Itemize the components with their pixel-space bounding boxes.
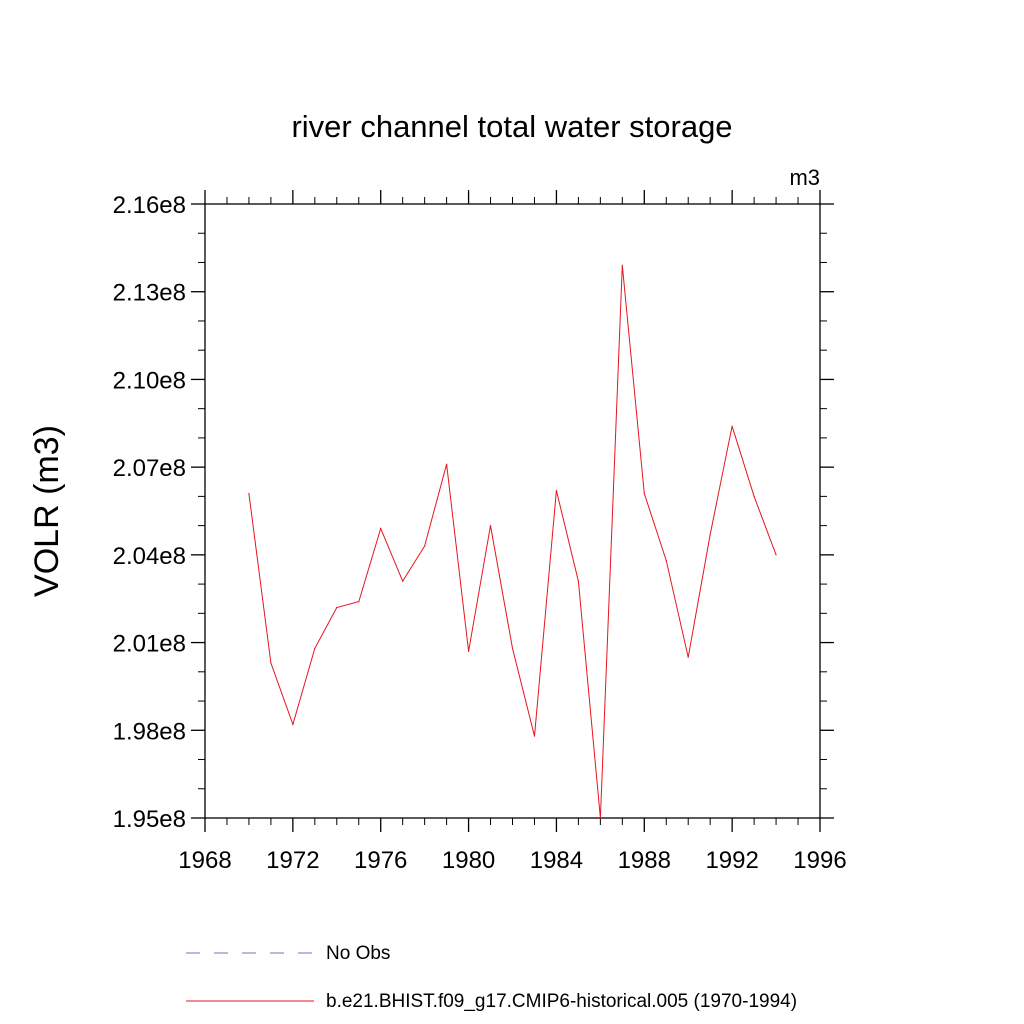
y-tick-label: 1.95e8 <box>113 806 186 833</box>
data-point <box>599 817 601 819</box>
data-point <box>511 647 514 650</box>
x-tick-label: 1976 <box>354 847 407 874</box>
data-point <box>533 735 536 737</box>
x-tick-label: 1988 <box>618 847 671 874</box>
y-tick-label: 2.13e8 <box>113 280 186 307</box>
data-point <box>731 425 733 427</box>
plot-frame <box>204 203 821 819</box>
data-point <box>292 723 294 726</box>
data-point <box>577 580 579 582</box>
legend-no-obs-label: No Obs <box>326 943 390 964</box>
data-point <box>489 525 492 527</box>
data-point <box>402 580 404 582</box>
x-tick-label: 1980 <box>442 847 495 874</box>
data-point <box>270 662 272 664</box>
data-point <box>424 545 426 547</box>
data-point <box>314 647 316 650</box>
y-tick-label: 2.04e8 <box>113 543 186 570</box>
series-lines <box>248 264 777 819</box>
data-point <box>643 492 645 495</box>
legend: No Obs b.e21.BHIST.f09_g17.CMIP6-histori… <box>186 943 797 1012</box>
y-axis-label: VOLR (m3) <box>28 425 66 597</box>
data-point <box>753 495 755 497</box>
data-point <box>687 656 689 658</box>
x-tick-label: 1968 <box>178 847 231 874</box>
y-tick-labels: 1.95e8 1.98e8 2.01e8 2.04e8 2.07e8 2.10e8 2.13… <box>113 192 186 833</box>
y-tick-label: 2.01e8 <box>113 631 186 658</box>
units-label: m3 <box>789 165 820 190</box>
x-tick-label: 1996 <box>793 847 846 874</box>
data-point <box>555 489 558 492</box>
data-point <box>336 606 338 609</box>
data-point <box>446 463 448 465</box>
x-tick-label: 1972 <box>266 847 319 874</box>
y-tick-label: 2.16e8 <box>113 192 186 219</box>
x-tick-label: 1984 <box>530 847 583 874</box>
legend-model-label: b.e21.BHIST.f09_g17.CMIP6-historical.005… <box>326 991 797 1012</box>
y-tick-label: 2.07e8 <box>113 455 186 482</box>
y-tick-label: 2.10e8 <box>113 367 186 394</box>
chart-title: river channel total water storage <box>291 109 732 144</box>
series-line <box>248 265 777 819</box>
y-tick-label: 1.98e8 <box>113 718 186 745</box>
data-point <box>248 492 250 495</box>
data-point <box>775 554 777 556</box>
data-point <box>358 601 360 603</box>
data-point <box>380 527 382 530</box>
data-point <box>621 264 623 266</box>
data-point <box>665 560 667 562</box>
data-point <box>709 533 711 535</box>
axis-ticks <box>191 190 834 832</box>
x-tick-label: 1992 <box>705 847 758 874</box>
x-tick-labels: 1968 1972 1976 1980 1984 1988 1992 1996 <box>178 847 846 874</box>
data-point <box>467 650 470 652</box>
